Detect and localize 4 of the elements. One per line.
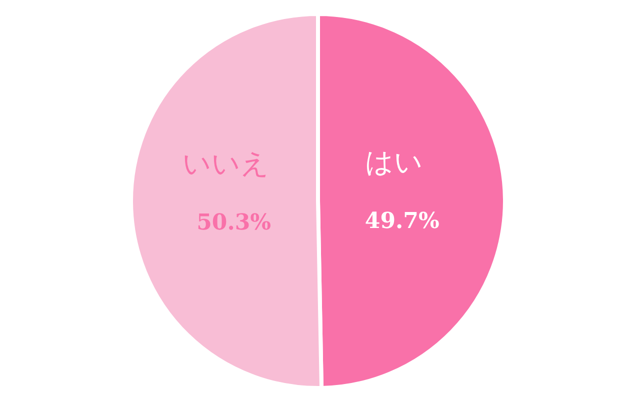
slice-label: いいえ [182, 147, 270, 180]
slice-label: はい [365, 145, 424, 178]
data-label: 49.7% [364, 208, 440, 234]
data-label: 50.3% [196, 210, 272, 236]
